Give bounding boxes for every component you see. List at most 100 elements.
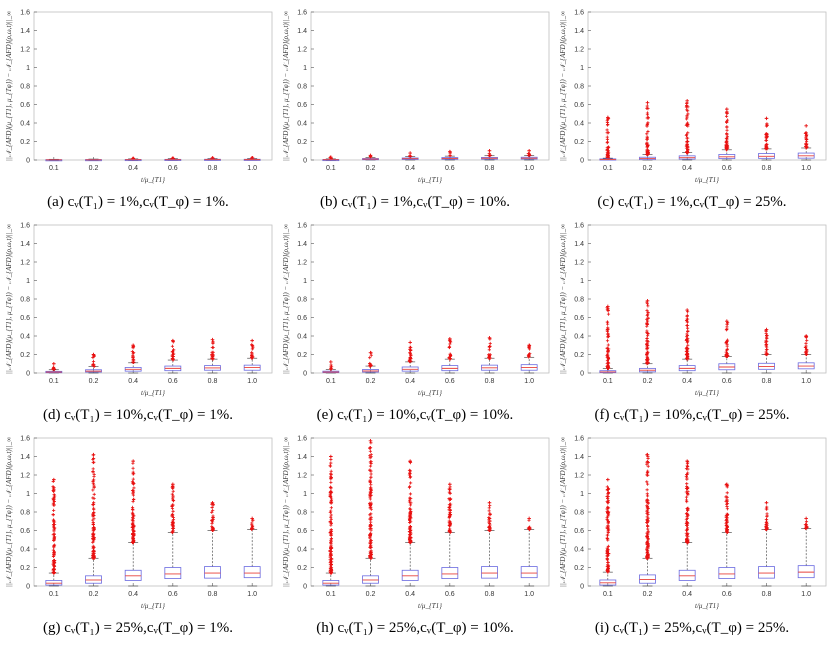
subfigure-caption: (c) cᵥ(T₁) = 1%,cᵥ(T_φ) = 25%.	[597, 194, 787, 210]
outlier-point	[645, 504, 650, 509]
y-tick-label: 0.2	[297, 565, 307, 572]
outlier-point	[606, 505, 610, 509]
y-tick-label: 0.2	[297, 139, 307, 146]
outlier-point	[91, 553, 95, 557]
outlier-point	[171, 497, 175, 501]
outlier-point	[646, 532, 650, 536]
y-tick-label: 1.6	[20, 10, 30, 17]
outlier-point	[527, 355, 531, 359]
y-tick-label: 1.6	[20, 436, 30, 443]
outlier-point	[131, 356, 135, 360]
box	[481, 566, 498, 579]
outlier-point	[250, 516, 254, 521]
outlier-point	[171, 494, 175, 498]
x-axis-label: t/μ_{T1}	[141, 389, 165, 397]
boxplot-svg: 0 0.2 0.4 0.6 0.8 1 1.2 1.4 1.6 ||𝒩_{AFD}(μ_{T1},…	[559, 436, 827, 610]
outlier-point	[804, 520, 809, 524]
x-tick-label: 0.4	[682, 165, 692, 172]
outlier-point	[606, 151, 610, 156]
outlier-point	[131, 343, 135, 348]
y-tick-label: 1.4	[297, 454, 307, 461]
outlier-point	[211, 345, 215, 350]
box	[718, 567, 736, 579]
outlier-point	[369, 460, 373, 464]
outlier-point	[91, 529, 95, 533]
outlier-point	[764, 327, 769, 332]
outlier-point	[368, 523, 373, 527]
outlier-point	[527, 516, 531, 521]
x-tick-label: 0.1	[603, 165, 613, 172]
y-tick-label: 0.6	[297, 528, 307, 535]
outlier-point	[605, 359, 610, 363]
box	[204, 566, 221, 579]
outlier-point	[765, 131, 769, 136]
outlier-point	[170, 350, 174, 354]
outlier-point	[91, 362, 95, 366]
outlier-point	[646, 544, 650, 548]
chart-panel: 0 0.2 0.4 0.6 0.8 1 1.2 1.4 1.6 ||𝒩_{AFD}(μ_{T1},…	[554, 0, 830, 216]
outlier-point	[764, 124, 769, 128]
x-tick-label: 0.6	[445, 591, 455, 598]
outlier-point	[646, 499, 650, 503]
x-tick-label: 0.8	[485, 591, 495, 598]
outlier-point	[210, 521, 214, 525]
outlier-point	[645, 141, 649, 145]
x-tick-label: 0.4	[128, 591, 138, 598]
outlier-point	[686, 131, 690, 135]
outlier-point	[328, 550, 332, 554]
box	[797, 565, 815, 579]
outlier-point	[131, 466, 135, 470]
y-tick-label: 0.8	[297, 297, 307, 304]
outlier-point	[171, 530, 175, 534]
x-tick-label: 0.6	[722, 591, 732, 598]
box	[164, 567, 182, 579]
outlier-point	[91, 359, 96, 364]
plot-frame	[33, 437, 273, 587]
outlier-point	[764, 138, 768, 142]
y-tick-label: 1.2	[574, 47, 584, 54]
outlier-point	[725, 513, 729, 517]
outlier-point	[329, 476, 333, 480]
outlier-point	[92, 364, 96, 368]
box	[322, 580, 340, 586]
outlier-point	[606, 564, 610, 568]
outlier-point	[447, 519, 451, 523]
outlier-point	[329, 509, 333, 513]
outlier-point	[408, 459, 412, 463]
y-tick-label: 0	[303, 158, 307, 165]
outlier-point	[765, 352, 769, 357]
outlier-point	[804, 344, 808, 348]
outlier-point	[646, 482, 650, 486]
x-tick-label: 1.0	[524, 165, 534, 172]
outlier-point	[605, 536, 609, 540]
plot-frame	[310, 224, 550, 374]
outlier-point	[765, 512, 769, 516]
y-tick-label: 1.2	[574, 473, 584, 480]
outlier-point	[645, 341, 649, 346]
x-tick-label: 0.6	[168, 591, 178, 598]
outlier-point	[132, 472, 136, 476]
outlier-point	[645, 124, 649, 128]
outlier-point	[685, 320, 690, 324]
outlier-point	[527, 347, 532, 351]
outlier-point	[606, 533, 610, 537]
y-tick-label: 0.2	[20, 565, 30, 572]
y-tick-label: 1	[26, 65, 30, 72]
outlier-point	[132, 497, 136, 501]
outlier-point	[724, 146, 729, 151]
x-axis-label: t/μ_{T1}	[418, 389, 442, 397]
outlier-point	[645, 100, 650, 105]
outlier-point	[645, 324, 649, 328]
y-tick-label: 0.2	[574, 565, 584, 572]
outlier-point	[329, 360, 333, 364]
outlier-point	[329, 480, 333, 485]
outlier-point	[329, 513, 333, 517]
outlier-point	[646, 506, 650, 511]
outlier-point	[684, 146, 689, 150]
outlier-point	[251, 518, 255, 522]
x-tick-label: 0.1	[326, 165, 336, 172]
outlier-point	[132, 524, 136, 528]
outlier-point	[52, 538, 56, 543]
outlier-point	[685, 459, 689, 463]
boxplot-svg: 0 0.2 0.4 0.6 0.8 1 1.2 1.4 1.6 ||𝒩_{AFD}(μ_{T1},…	[282, 436, 550, 610]
